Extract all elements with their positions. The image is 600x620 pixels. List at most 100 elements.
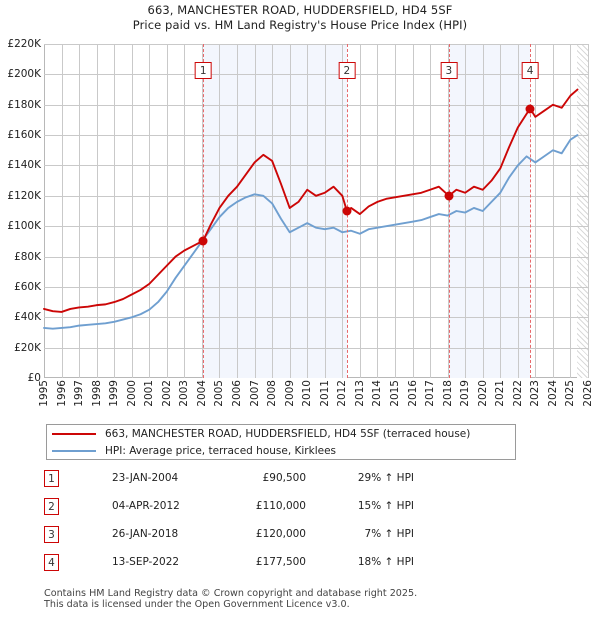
marker-vline — [203, 44, 205, 378]
legend-row-hpi: HPI: Average price, terraced house, Kirk… — [47, 442, 515, 459]
y-axis-tick-label: £100K — [7, 220, 41, 233]
gridline-vertical — [588, 44, 589, 378]
table-row[interactable]: 3 26-JAN-2018 £120,000 7% ↑ HPI — [44, 526, 464, 554]
y-axis-labels: £0 £20K £40K £60K £80K £100K £120K £140K £160K £1… — [0, 38, 41, 384]
gridline-horizontal — [44, 165, 588, 167]
legend-swatch-hpi — [52, 449, 96, 452]
gridline-horizontal — [44, 256, 588, 258]
x-axis-tick-label: 2025 — [564, 380, 577, 407]
x-axis-tick-label: 2021 — [494, 380, 507, 407]
footer-line-1: Contains HM Land Registry data © Crown c… — [44, 588, 418, 599]
marker-vline — [448, 44, 450, 378]
gridline-vertical — [447, 44, 449, 378]
marker-number-box[interactable]: 2 — [338, 62, 356, 79]
x-axis-tick-label: 1998 — [90, 380, 103, 407]
row-price: £90,500 — [262, 472, 306, 484]
gridline-vertical — [149, 44, 151, 378]
x-axis-tick-label: 2015 — [388, 380, 401, 407]
shaded-band — [203, 44, 347, 378]
chart-legend: 663, MANCHESTER ROAD, HUDDERSFIELD, HD4 … — [46, 424, 516, 460]
x-axis-tick-label: 2026 — [582, 380, 594, 407]
y-axis-tick-label: £60K — [14, 280, 41, 293]
row-index-badge: 1 — [44, 470, 59, 487]
x-axis-tick-label: 2009 — [283, 380, 296, 407]
footer-line-2: This data is licensed under the Open Gov… — [44, 599, 350, 610]
gridline-vertical — [272, 44, 274, 378]
y-axis-tick-label: £200K — [7, 68, 41, 81]
x-axis-tick-label: 2008 — [266, 380, 279, 407]
x-axis-tick-label: 1999 — [108, 380, 121, 407]
row-date: 13-SEP-2022 — [112, 556, 180, 568]
x-axis-tick-label: 2016 — [406, 380, 419, 407]
title-line-2: Price paid vs. HM Land Registry's House … — [132, 18, 468, 32]
row-index-badge: 3 — [44, 526, 59, 543]
row-index-badge: 2 — [44, 498, 59, 515]
gridline-vertical — [79, 44, 81, 378]
transaction-marker[interactable] — [342, 206, 352, 216]
y-axis-tick-label: £0 — [27, 372, 41, 384]
y-axis-tick-label: £80K — [14, 250, 41, 263]
gridline-vertical — [166, 44, 168, 378]
gridline-horizontal — [44, 135, 588, 137]
y-axis-tick-label: £220K — [7, 38, 41, 50]
page-title: 663, MANCHESTER ROAD, HUDDERSFIELD, HD4 … — [0, 3, 600, 33]
x-axis-tick-label: 2010 — [301, 380, 314, 407]
x-axis-tick-label: 1996 — [55, 380, 68, 407]
gridline-vertical — [500, 44, 502, 378]
gridline-vertical — [517, 44, 519, 378]
row-date: 23-JAN-2004 — [112, 472, 179, 484]
gridline-vertical — [377, 44, 379, 378]
row-hpi-delta: 7% ↑ HPI — [364, 528, 414, 540]
plot-area: 1 2 3 4 — [43, 44, 589, 378]
gridline-vertical — [254, 44, 256, 378]
gridline-horizontal — [44, 286, 588, 288]
x-axis-tick-label: 2001 — [143, 380, 156, 407]
x-axis-tick-label: 2012 — [336, 380, 349, 407]
gridline-vertical — [394, 44, 396, 378]
x-axis-tick-label: 2005 — [213, 380, 226, 407]
x-axis-tick-label: 2017 — [424, 380, 437, 407]
table-row[interactable]: 1 23-JAN-2004 £90,500 29% ↑ HPI — [44, 470, 464, 498]
transaction-marker[interactable] — [525, 104, 535, 114]
transactions-table: 1 23-JAN-2004 £90,500 29% ↑ HPI 2 04-APR-2012… — [44, 470, 464, 582]
x-axis-tick-label: 2013 — [353, 380, 366, 407]
gridline-horizontal — [44, 104, 588, 106]
marker-number-box[interactable]: 1 — [194, 62, 212, 79]
gridline-vertical — [237, 44, 239, 378]
x-axis-tick-label: 2024 — [546, 380, 559, 407]
gridline-vertical — [131, 44, 133, 378]
x-axis-tick-label: 2003 — [178, 380, 191, 407]
gridline-horizontal — [44, 74, 588, 76]
row-price: £177,500 — [255, 556, 306, 568]
marker-number-box[interactable]: 3 — [440, 62, 458, 79]
gridline-vertical — [465, 44, 467, 378]
y-axis-tick-label: £20K — [14, 341, 41, 354]
gridline-vertical — [219, 44, 221, 378]
gridline-vertical — [359, 44, 361, 378]
x-axis-tick-label: 2007 — [248, 380, 261, 407]
x-axis-tick-label: 2014 — [371, 380, 384, 407]
row-date: 04-APR-2012 — [112, 500, 180, 512]
x-axis-tick-label: 2000 — [125, 380, 138, 407]
gridline-vertical — [430, 44, 432, 378]
marker-vline — [530, 44, 532, 378]
gridline-vertical — [535, 44, 537, 378]
marker-number-box[interactable]: 4 — [521, 62, 539, 79]
table-row[interactable]: 2 04-APR-2012 £110,000 15% ↑ HPI — [44, 498, 464, 526]
title-line-1: 663, MANCHESTER ROAD, HUDDERSFIELD, HD4 … — [147, 3, 453, 17]
gridline-vertical — [307, 44, 309, 378]
table-row[interactable]: 4 13-SEP-2022 £177,500 18% ↑ HPI — [44, 554, 464, 582]
x-axis-tick-label: 2004 — [195, 380, 208, 407]
row-index-badge: 4 — [44, 554, 59, 571]
gridline-vertical — [114, 44, 116, 378]
transaction-marker[interactable] — [444, 191, 454, 201]
x-axis-tick-label: 2022 — [511, 380, 524, 407]
gridline-vertical — [324, 44, 326, 378]
gridline-vertical — [61, 44, 63, 378]
row-date: 26-JAN-2018 — [112, 528, 179, 540]
transaction-marker[interactable] — [198, 236, 208, 246]
row-hpi-delta: 29% ↑ HPI — [357, 472, 414, 484]
series-line — [43, 134, 579, 330]
legend-swatch-property — [52, 432, 96, 435]
gridline-vertical — [96, 44, 98, 378]
